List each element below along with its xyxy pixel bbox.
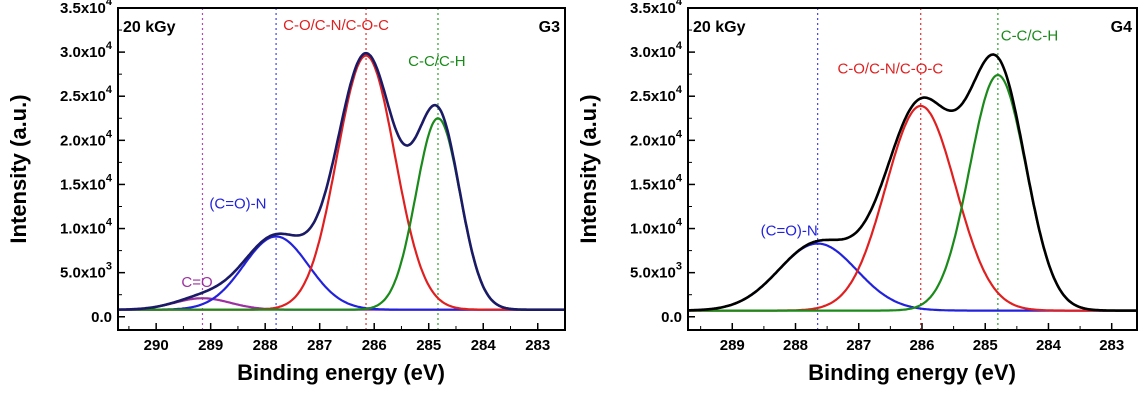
y-tick-exponent: 4 xyxy=(676,40,683,52)
x-tick-label: 288 xyxy=(783,337,808,354)
y-tick-label: 3.5x104 xyxy=(60,0,113,17)
y-tick-label: 1.0x104 xyxy=(60,217,113,238)
peak-label: C-C/C-H xyxy=(408,53,466,70)
y-tick-mantissa: 5.0x10 xyxy=(630,265,676,282)
x-tick-label: 287 xyxy=(307,337,332,354)
y-tick-label: 2.5x104 xyxy=(630,84,683,105)
x-tick-label: 288 xyxy=(253,337,278,354)
y-axis-title: Intensity (a.u.) xyxy=(576,94,601,243)
y-tick-exponent: 4 xyxy=(676,172,683,184)
peak-label: C-O/C-N/C-O-C xyxy=(283,17,389,34)
y-tick-mantissa: 5.0x10 xyxy=(60,265,106,282)
envelope-curve xyxy=(689,53,1136,312)
y-tick-label: 0.0 xyxy=(661,309,682,326)
y-tick-exponent: 4 xyxy=(676,0,683,8)
y-tick-label: 3.0x104 xyxy=(630,40,683,61)
y-tick-label: 3.5x104 xyxy=(630,0,683,17)
dose-label: 20 kGy xyxy=(693,19,746,36)
y-tick-mantissa: 3.0x10 xyxy=(630,44,676,61)
x-tick-label: 287 xyxy=(846,337,871,354)
x-tick-label: 284 xyxy=(471,337,497,354)
y-tick-label: 3.0x104 xyxy=(60,40,113,61)
x-tick-label: 284 xyxy=(1036,337,1062,354)
plot-frame xyxy=(117,7,566,331)
x-tick-label: 285 xyxy=(973,337,998,354)
y-tick-mantissa: 2.0x10 xyxy=(60,132,106,149)
y-tick-label: 0.0 xyxy=(91,309,112,326)
x-tick-label: 283 xyxy=(525,337,550,354)
panel-g4: 289 288 287 286 285 284 2830.05.0x1031.0x1041.… xyxy=(576,0,1138,385)
plot-frame xyxy=(687,7,1138,331)
x-axis-title: Binding energy (eV) xyxy=(808,360,1016,385)
y-tick-mantissa: 1.5x10 xyxy=(630,176,676,193)
x-tick-label: 290 xyxy=(144,337,169,354)
y-tick-label: 2.5x104 xyxy=(60,84,113,105)
y-tick-exponent: 4 xyxy=(676,128,683,140)
y-tick-label: 1.5x104 xyxy=(630,172,683,193)
peak-label: C=O xyxy=(181,274,212,291)
y-tick-exponent: 3 xyxy=(676,261,682,273)
y-tick-mantissa: 0.0 xyxy=(91,309,112,326)
fitted-peak-curve xyxy=(119,54,564,311)
y-tick-mantissa: 3.5x10 xyxy=(630,0,676,17)
y-tick-mantissa: 1.0x10 xyxy=(60,221,106,238)
peak-label: (C=O)-N xyxy=(209,195,266,212)
x-tick-label: 283 xyxy=(1099,337,1124,354)
x-tick-label: 289 xyxy=(720,337,745,354)
y-tick-mantissa: 1.0x10 xyxy=(630,221,676,238)
peak-label: C-O/C-N/C-O-C xyxy=(837,60,943,77)
x-tick-label: 286 xyxy=(909,337,934,354)
y-tick-exponent: 4 xyxy=(106,0,113,8)
peak-label: (C=O)-N xyxy=(761,223,818,240)
y-tick-label: 1.5x104 xyxy=(60,172,113,193)
envelope-curve xyxy=(119,51,564,311)
y-axis-title: Intensity (a.u.) xyxy=(6,94,31,243)
x-tick-label: 285 xyxy=(416,337,441,354)
y-tick-label: 5.0x103 xyxy=(60,261,112,282)
x-axis-title: Binding energy (eV) xyxy=(237,360,445,385)
y-tick-exponent: 4 xyxy=(676,217,683,229)
x-tick-label: 289 xyxy=(198,337,223,354)
panel-g3: 290 289 288 287 286 285 284 283 0.0 5.0x103 1.0x10… xyxy=(6,0,566,385)
y-tick-mantissa: 0.0 xyxy=(661,309,682,326)
sample-label: G4 xyxy=(1111,19,1132,36)
peak-label: C-C/C-H xyxy=(1001,28,1059,45)
y-tick-mantissa: 2.5x10 xyxy=(60,88,106,105)
y-tick-mantissa: 2.5x10 xyxy=(630,88,676,105)
x-tick-label: 286 xyxy=(362,337,387,354)
y-tick-label: 2.0x104 xyxy=(630,128,683,149)
y-tick-label: 2.0x104 xyxy=(60,128,113,149)
plot-area xyxy=(689,9,1136,329)
y-tick-mantissa: 1.5x10 xyxy=(60,176,106,193)
y-tick-exponent: 4 xyxy=(106,217,113,229)
y-tick-label: 1.0x104 xyxy=(630,217,683,238)
y-tick-label: 5.0x103 xyxy=(630,261,682,282)
dose-label: 20 kGy xyxy=(123,19,176,36)
y-tick-exponent: 4 xyxy=(106,172,113,184)
y-tick-mantissa: 3.0x10 xyxy=(60,44,106,61)
y-tick-exponent: 3 xyxy=(106,261,112,273)
y-tick-mantissa: 3.5x10 xyxy=(60,0,106,17)
plot-area xyxy=(119,9,564,329)
y-tick-exponent: 4 xyxy=(106,40,113,52)
y-tick-exponent: 4 xyxy=(106,128,113,140)
sample-label: G3 xyxy=(539,19,560,36)
y-tick-mantissa: 2.0x10 xyxy=(630,132,676,149)
fitted-peak-curve xyxy=(689,104,1136,312)
y-tick-exponent: 4 xyxy=(106,84,113,96)
y-tick-exponent: 4 xyxy=(676,84,683,96)
